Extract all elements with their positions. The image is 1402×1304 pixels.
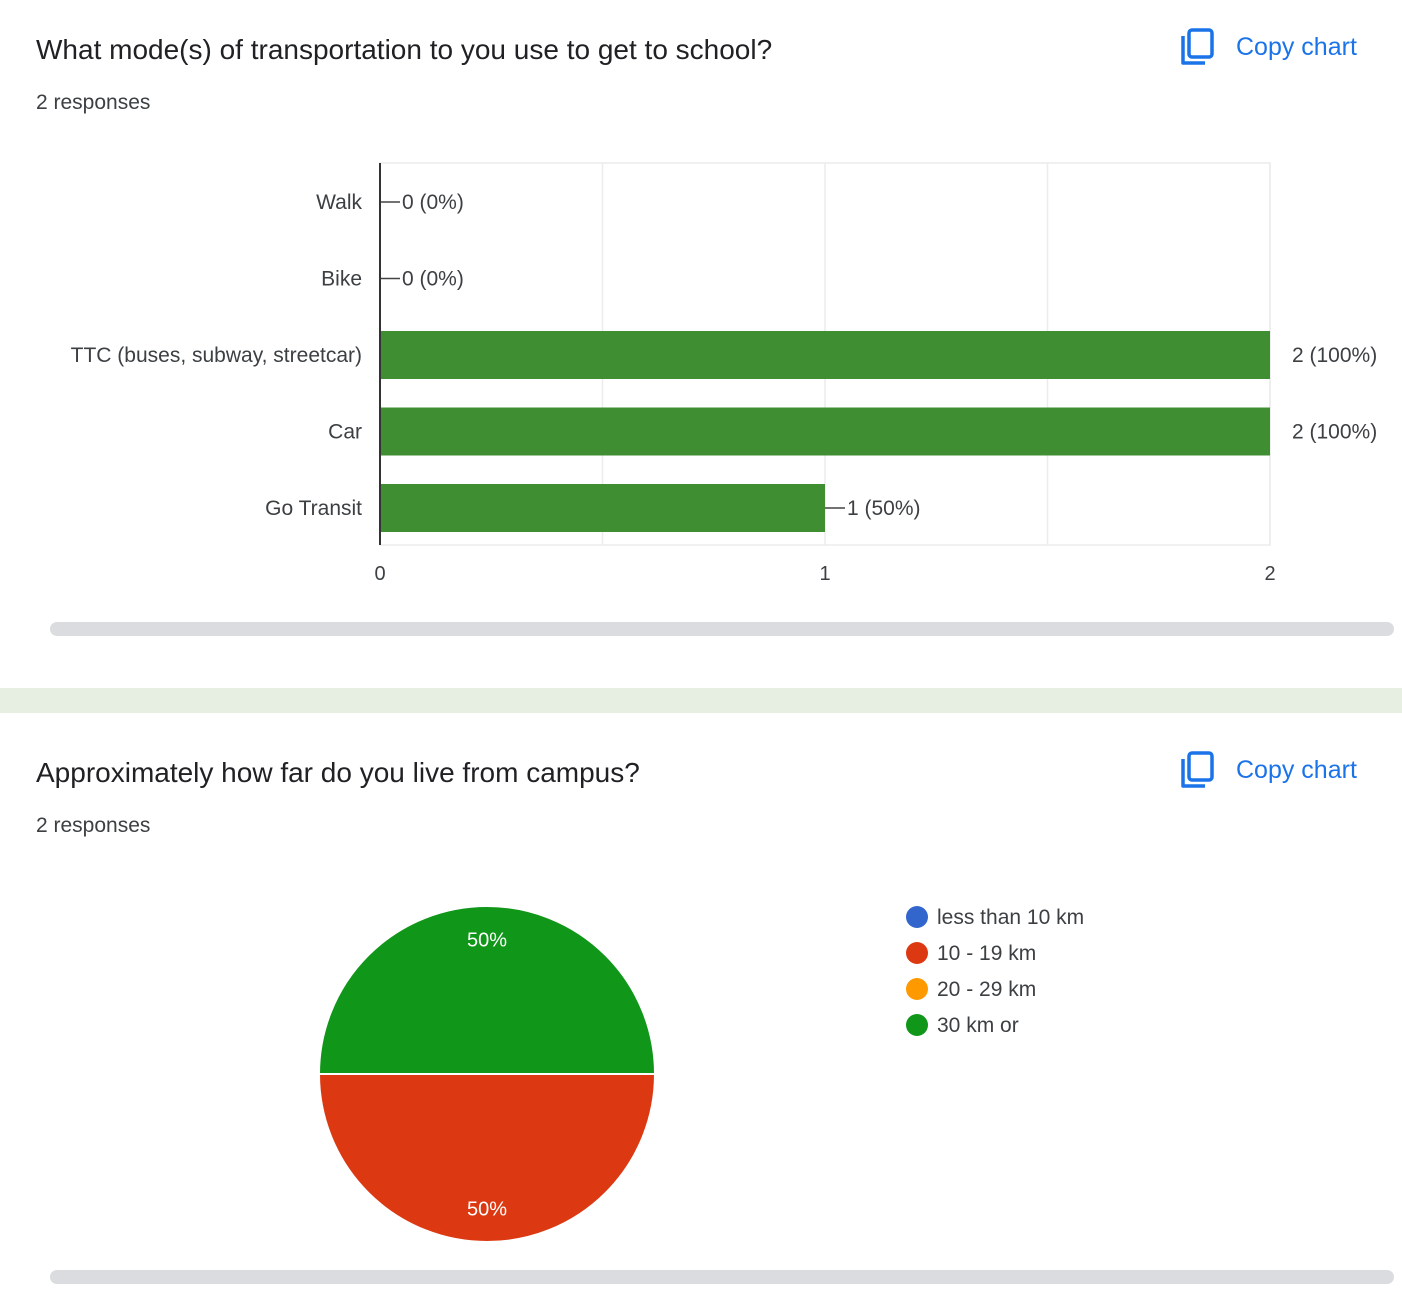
pie-chart: 50% 50% less than 10 km 10 - 19 km 20 - 29 k… <box>317 905 1084 1243</box>
legend-swatch <box>906 1014 928 1036</box>
slice-label: 50% <box>467 930 507 952</box>
bar-chart: Walk 0 (0%) Bike 0 (0%) TTC (buses, subway, … <box>71 162 1377 585</box>
legend-label: 30 km or <box>937 1014 1019 1037</box>
x-tick-label: 2 <box>1264 563 1275 585</box>
section-divider <box>0 688 1402 713</box>
copy-chart-button[interactable]: Copy chart <box>1180 27 1357 67</box>
response-count: 2 responses <box>36 814 151 837</box>
legend-swatch <box>906 978 928 1000</box>
legend-label: 10 - 19 km <box>937 942 1036 965</box>
pie-slice[interactable] <box>317 905 657 1075</box>
question-title: Approximately how far do you live from c… <box>36 757 640 788</box>
question-card-transportation: What mode(s) of transportation to you us… <box>36 27 1394 636</box>
pie-slice[interactable] <box>317 1073 657 1243</box>
x-tick-label: 1 <box>819 563 830 585</box>
response-count: 2 responses <box>36 91 151 114</box>
bar[interactable] <box>380 407 1270 456</box>
legend-label: 20 - 29 km <box>937 978 1036 1001</box>
copy-chart-button[interactable]: Copy chart <box>1180 750 1357 790</box>
category-label: Bike <box>321 268 362 291</box>
question-title: What mode(s) of transportation to you us… <box>36 34 773 65</box>
copy-icon <box>1181 28 1214 65</box>
copy-chart-label: Copy chart <box>1236 32 1357 61</box>
data-label: 0 (0%) <box>402 191 464 214</box>
category-label: TTC (buses, subway, streetcar) <box>71 344 362 367</box>
data-label: 0 (0%) <box>402 268 464 291</box>
legend-swatch <box>906 906 928 928</box>
x-tick-label: 0 <box>374 563 385 585</box>
legend-swatch <box>906 942 928 964</box>
bar[interactable] <box>380 331 1270 379</box>
data-label: 1 (50%) <box>847 497 921 520</box>
data-label: 2 (100%) <box>1292 344 1377 367</box>
data-label: 2 (100%) <box>1292 421 1377 444</box>
horizontal-scrollbar[interactable] <box>50 622 1394 636</box>
question-card-distance: Approximately how far do you live from c… <box>0 713 1402 1304</box>
category-label: Walk <box>316 191 362 214</box>
category-label: Car <box>328 421 362 444</box>
copy-icon <box>1181 751 1214 788</box>
copy-chart-label: Copy chart <box>1236 755 1357 784</box>
category-label: Go Transit <box>265 497 362 520</box>
legend-label: less than 10 km <box>937 906 1084 929</box>
slice-label: 50% <box>467 1198 507 1220</box>
bar[interactable] <box>380 484 825 532</box>
horizontal-scrollbar[interactable] <box>50 1270 1394 1284</box>
